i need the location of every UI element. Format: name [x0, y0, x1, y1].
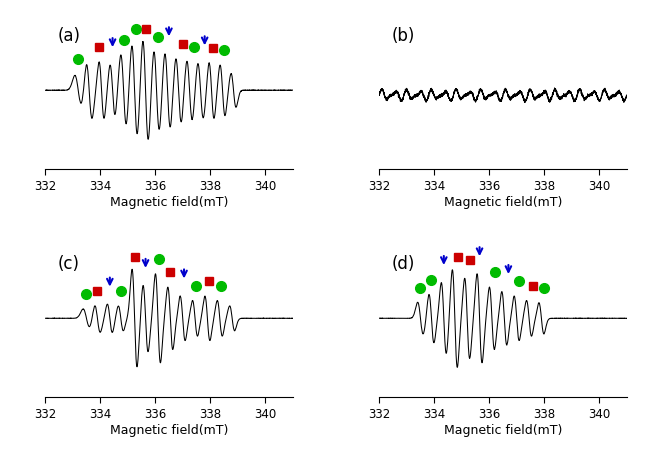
- X-axis label: Magnetic field(mT): Magnetic field(mT): [444, 195, 562, 208]
- Text: (d): (d): [391, 254, 415, 272]
- X-axis label: Magnetic field(mT): Magnetic field(mT): [444, 423, 562, 436]
- Text: (a): (a): [57, 27, 81, 45]
- Text: (c): (c): [57, 254, 79, 272]
- X-axis label: Magnetic field(mT): Magnetic field(mT): [110, 195, 228, 208]
- X-axis label: Magnetic field(mT): Magnetic field(mT): [110, 423, 228, 436]
- Text: (b): (b): [391, 27, 415, 45]
